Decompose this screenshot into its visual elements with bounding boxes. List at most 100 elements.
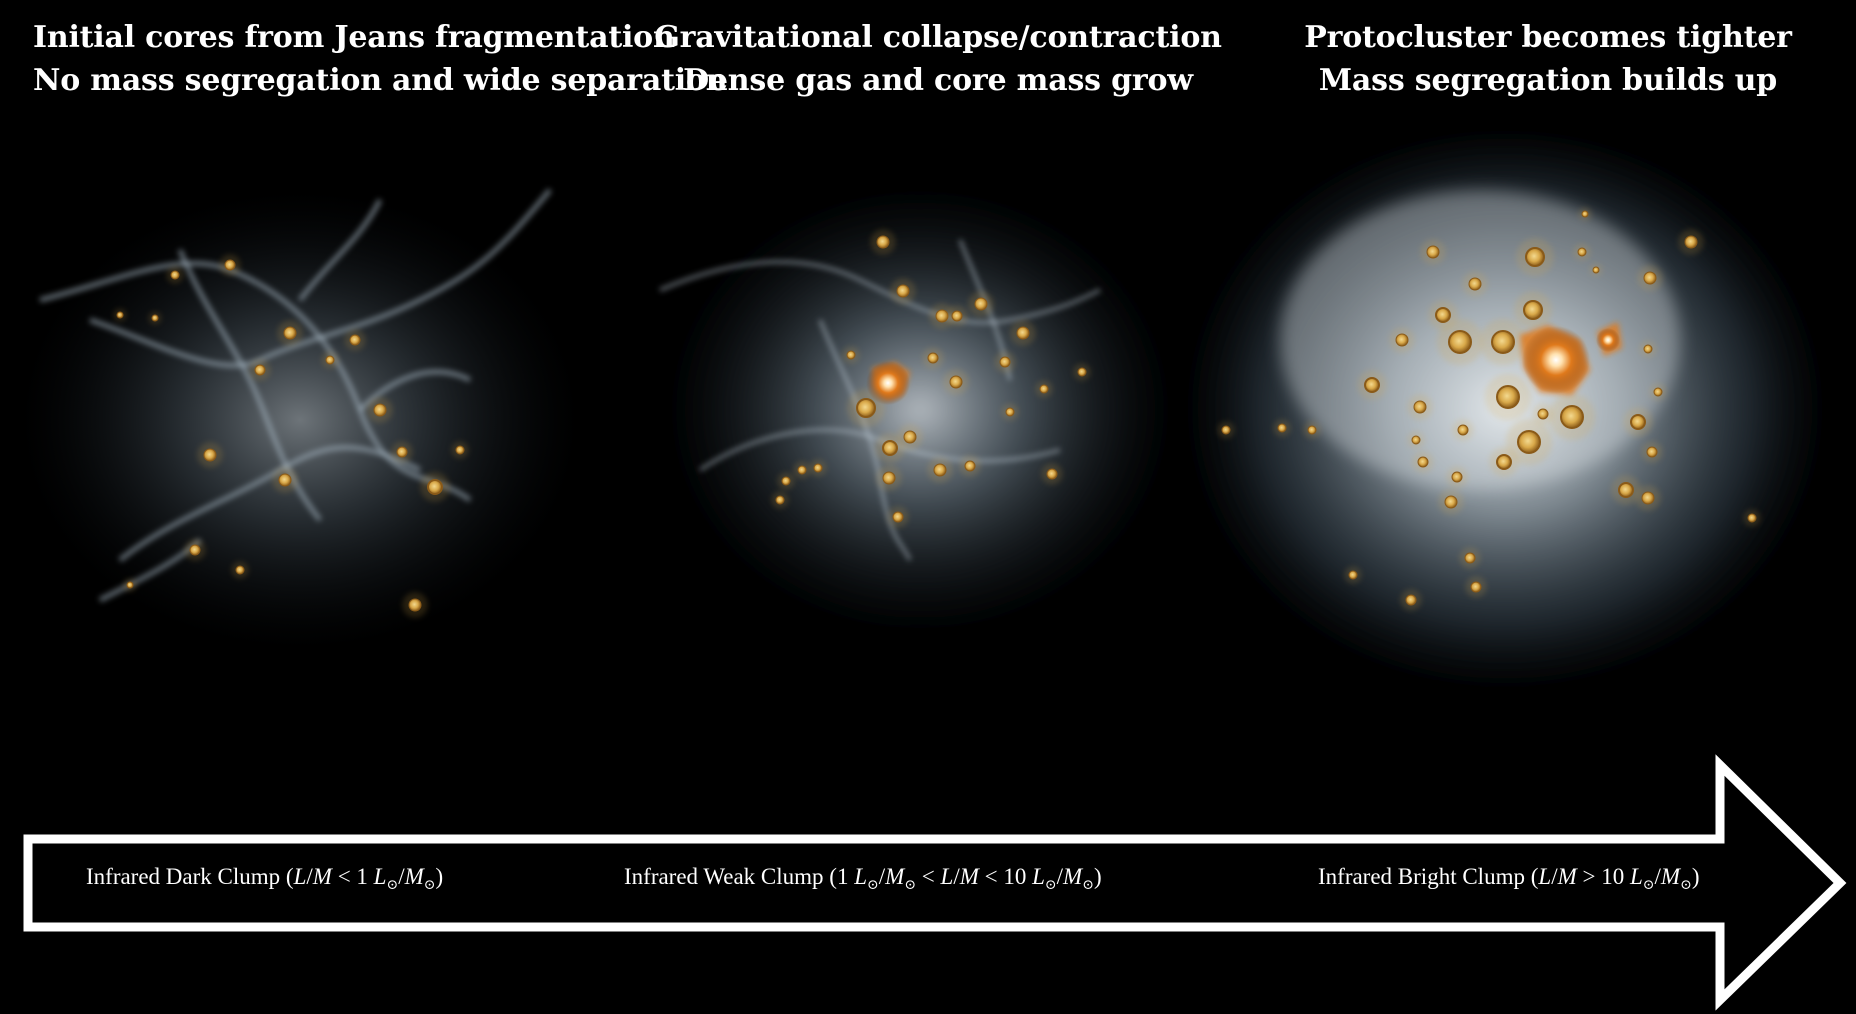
dense-core bbox=[189, 544, 201, 556]
dense-core bbox=[1491, 330, 1515, 354]
dense-core bbox=[1464, 552, 1476, 564]
dense-core bbox=[876, 235, 890, 249]
dense-core bbox=[1413, 400, 1427, 414]
dense-core bbox=[203, 448, 217, 462]
dense-core bbox=[1364, 377, 1380, 393]
dense-core bbox=[882, 440, 898, 456]
arrow-label-dark-clump: Infrared Dark Clump (L/M < 1 L⊙/M⊙) bbox=[86, 864, 444, 893]
dense-core bbox=[1405, 594, 1417, 606]
dense-core bbox=[170, 270, 180, 280]
dense-core bbox=[1444, 495, 1458, 509]
dense-core bbox=[235, 565, 245, 575]
dense-core bbox=[1221, 425, 1231, 435]
dense-core bbox=[974, 297, 988, 311]
dense-core bbox=[1684, 235, 1698, 249]
panel-2-title: Gravitational collapse/contraction Dense… bbox=[628, 16, 1248, 102]
dense-core bbox=[1039, 384, 1049, 394]
dense-core bbox=[1448, 330, 1472, 354]
dense-core bbox=[1496, 454, 1512, 470]
dense-core bbox=[1277, 423, 1287, 433]
dense-core bbox=[1005, 407, 1015, 417]
dense-core bbox=[408, 598, 422, 612]
dense-core bbox=[1643, 271, 1657, 285]
dense-core bbox=[1307, 425, 1317, 435]
dense-core bbox=[1426, 245, 1440, 259]
panel-1-title-line-1: Initial cores from Jeans fragmentation bbox=[33, 20, 675, 55]
dense-core bbox=[1411, 435, 1421, 445]
panel-2-title-line-1: Gravitational collapse/contraction bbox=[654, 20, 1222, 55]
dense-core bbox=[856, 398, 876, 418]
dense-core bbox=[427, 479, 443, 495]
dense-core bbox=[999, 356, 1011, 368]
dense-core bbox=[892, 511, 904, 523]
dense-core bbox=[396, 446, 408, 458]
dense-core bbox=[325, 355, 335, 365]
panel-1-title: Initial cores from Jeans fragmentation N… bbox=[33, 16, 728, 102]
panel-2-cores bbox=[771, 229, 1091, 528]
dense-core bbox=[927, 352, 939, 364]
dense-core bbox=[846, 350, 856, 360]
dense-core bbox=[126, 581, 134, 589]
dense-core bbox=[882, 471, 896, 485]
dense-core bbox=[1496, 385, 1520, 409]
dense-core bbox=[1537, 408, 1549, 420]
dense-core bbox=[349, 334, 361, 346]
panel-2-gas-cloud bbox=[660, 180, 1180, 640]
dense-core bbox=[373, 403, 387, 417]
dense-core bbox=[1653, 387, 1663, 397]
panel-3-cores bbox=[1217, 207, 1761, 611]
dense-core bbox=[813, 463, 823, 473]
dense-core bbox=[151, 314, 159, 322]
panel-2-clump bbox=[659, 180, 1180, 640]
dense-core bbox=[781, 476, 791, 486]
dense-core bbox=[1395, 333, 1409, 347]
dense-core bbox=[1348, 570, 1358, 580]
dense-core bbox=[933, 463, 947, 477]
dense-core bbox=[775, 495, 785, 505]
panel-3-massive-core bbox=[1520, 322, 1622, 395]
dense-core bbox=[964, 460, 976, 472]
dense-core bbox=[455, 445, 465, 455]
dense-core bbox=[949, 375, 963, 389]
dense-core bbox=[116, 311, 124, 319]
evolution-arrow bbox=[23, 754, 1847, 1011]
panel-1-gas-cloud bbox=[20, 190, 580, 650]
dense-core bbox=[1077, 367, 1087, 377]
dense-core bbox=[1016, 326, 1030, 340]
dense-core bbox=[1525, 247, 1545, 267]
panel-3-title-line-2: Mass segregation builds up bbox=[1318, 63, 1778, 98]
dense-core bbox=[1451, 471, 1463, 483]
dense-core bbox=[903, 430, 917, 444]
panel-1-clump bbox=[20, 188, 580, 650]
dense-core bbox=[1560, 405, 1584, 429]
dense-core bbox=[1523, 300, 1543, 320]
dense-core bbox=[1581, 210, 1589, 218]
dense-core bbox=[896, 284, 910, 298]
dense-core bbox=[1417, 456, 1429, 468]
dense-core bbox=[1643, 344, 1653, 354]
dense-core bbox=[1630, 414, 1646, 430]
dense-core bbox=[1618, 482, 1634, 498]
dense-core bbox=[1468, 277, 1482, 291]
dense-core bbox=[283, 326, 297, 340]
panel-1-cores bbox=[113, 254, 469, 618]
dense-core bbox=[1046, 468, 1058, 480]
dense-core bbox=[1435, 307, 1451, 323]
arrow-label-weak-clump: Infrared Weak Clump (1 L⊙/M⊙ < L/M < 10 … bbox=[624, 864, 1102, 893]
dense-core bbox=[224, 259, 236, 271]
dense-core bbox=[278, 473, 292, 487]
panel-3-title: Protocluster becomes tighter Mass segreg… bbox=[1238, 16, 1856, 102]
dense-core bbox=[797, 465, 807, 475]
dense-core bbox=[1747, 513, 1757, 523]
panel-2-massive-core bbox=[866, 361, 910, 405]
dense-core bbox=[935, 309, 949, 323]
arrow-label-bright-clump: Infrared Bright Clump (L/M > 10 L⊙/M⊙) bbox=[1318, 864, 1700, 893]
dense-core bbox=[1641, 491, 1655, 505]
panel-1-title-line-2: No mass segregation and wide separation bbox=[33, 63, 728, 98]
panel-2-title-line-2: Dense gas and core mass grow bbox=[683, 63, 1193, 98]
dense-core bbox=[1592, 266, 1600, 274]
panel-3-clump bbox=[1175, 130, 1835, 710]
dense-core bbox=[1470, 581, 1482, 593]
